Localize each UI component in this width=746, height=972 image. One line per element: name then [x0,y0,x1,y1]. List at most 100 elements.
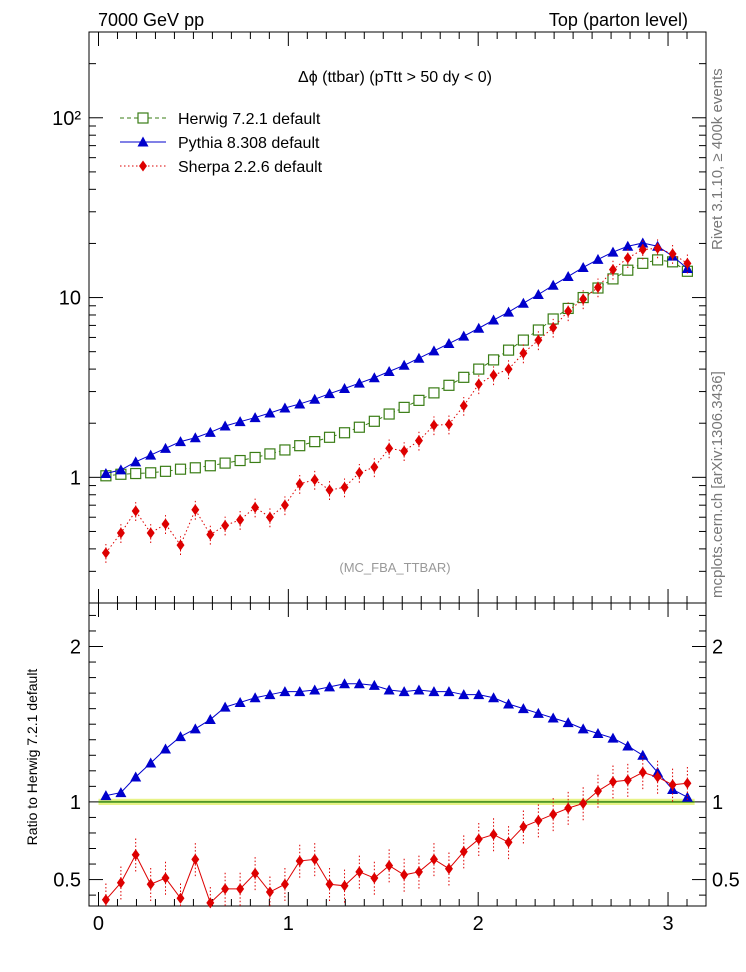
data-point [279,402,291,413]
data-point [400,869,409,881]
data-point [310,474,319,486]
data-point [459,846,468,858]
data-point [159,465,172,477]
data-point [608,776,617,788]
data-point [265,511,274,523]
data-point [339,678,351,689]
data-point [623,774,632,786]
data-point [637,257,649,269]
legend-marker [137,136,149,147]
data-point [295,478,304,490]
data-point [100,468,112,479]
data-point [428,387,440,399]
data-point [488,692,500,703]
data-point [414,435,423,447]
data-point [294,398,306,409]
data-point [280,499,289,511]
data-point [443,686,455,697]
data-point [101,894,110,906]
data-point [325,484,334,496]
data-point [547,712,559,723]
data-point [206,897,215,909]
data-point [458,330,470,341]
data-point [295,855,304,867]
data-point [413,352,425,363]
data-point [637,237,649,248]
data-point [653,771,662,783]
data-point [474,378,483,390]
data-point [532,288,544,299]
data-point [249,451,261,464]
legend-marker [139,160,147,172]
data-point [161,518,170,530]
data-point [608,264,617,276]
legend-label: Pythia 8.308 default [178,135,320,152]
data-point [130,771,142,782]
data-point [413,394,425,406]
data-point [204,714,216,725]
ratio-ylabel: Ratio to Herwig 7.2.1 default [24,669,40,846]
data-point [458,371,470,383]
data-point [249,412,261,423]
data-point [100,790,112,801]
data-point [325,878,334,890]
data-point [607,246,619,257]
data-point [443,338,455,349]
data-point [413,684,425,695]
data-point [534,815,543,827]
data-point [368,372,380,383]
series-line [105,259,688,477]
data-point [175,731,187,742]
data-point [340,481,349,493]
data-point [473,363,485,375]
data-point [145,449,157,460]
data-point [519,347,528,359]
data-point [577,261,589,272]
ratio-plot-frame [88,602,707,907]
data-point [115,787,127,798]
data-point [160,743,172,754]
data-point [593,785,602,797]
lower-ytick-label: 2 [70,637,81,659]
data-point [279,444,291,456]
data-point [519,821,528,833]
lower-series-group [100,678,693,909]
data-point [473,689,485,700]
data-point [280,878,289,890]
data-point [221,883,230,895]
data-point [265,886,274,898]
data-point [592,728,604,739]
data-point [249,692,261,703]
data-point [383,408,395,420]
data-point [562,717,574,728]
data-point [370,461,379,473]
side-label-mcplots: mcplots.cern.ch [arXiv:1306.3436] [709,371,726,598]
header-right: Top (parton level) [549,10,688,30]
data-point [368,679,380,690]
lower-frame-group: 0 1 2 3 0.5 0.5 1 1 2 2 [53,602,740,935]
data-point [116,527,125,539]
data-point [577,723,589,734]
data-point [592,253,604,264]
data-point [264,448,276,460]
data-point [488,314,500,325]
data-point [370,872,379,884]
data-point [294,440,306,452]
data-point [398,359,410,370]
data-point [622,740,634,751]
data-point [338,427,351,439]
data-point [651,254,664,266]
data-point [234,696,246,707]
upper-ytick-label: 1 [70,467,81,489]
data-point [219,457,231,469]
data-point [174,463,187,475]
chart-title: Δϕ (ttbar) (pTtt > 50 dy < 0) [298,69,492,86]
data-point [398,686,410,697]
data-point [683,257,692,269]
data-point [353,421,365,433]
data-point [189,723,201,734]
data-point [517,703,529,714]
data-point [668,779,677,791]
data-point [115,464,127,475]
